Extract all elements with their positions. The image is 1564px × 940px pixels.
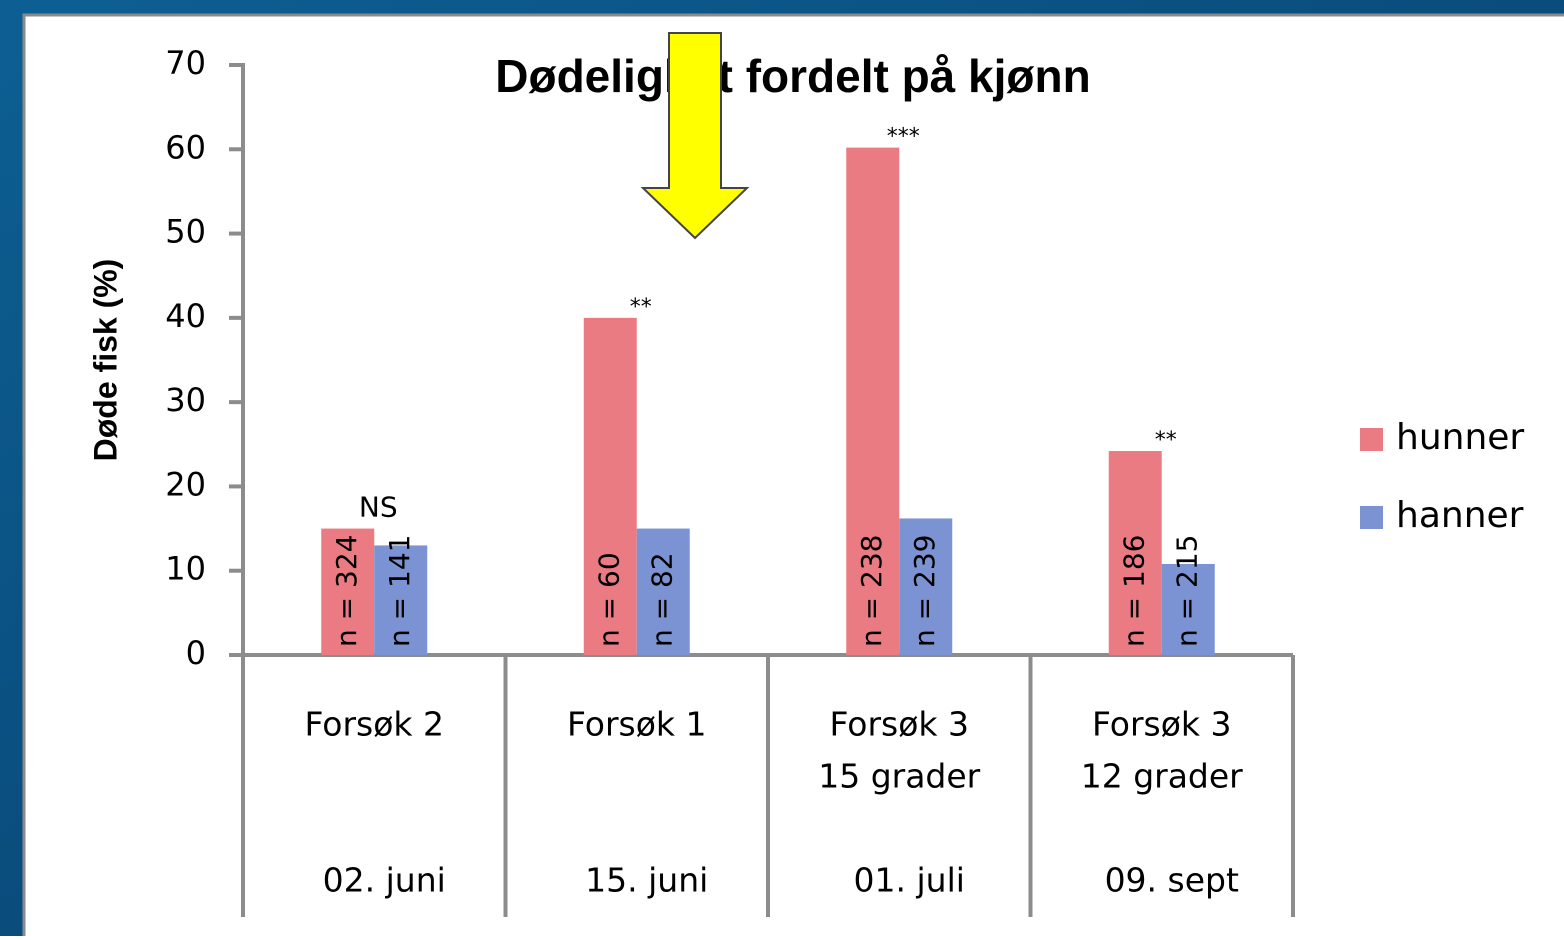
annotation: ** <box>630 295 652 320</box>
y-tick-label: 40 <box>165 297 206 335</box>
x-tick-label: Forsøk 3 <box>1092 705 1232 744</box>
bar <box>1108 451 1162 655</box>
n-label: n = 82 <box>645 552 678 647</box>
bar <box>846 147 900 655</box>
annotation: *** <box>887 125 920 150</box>
x-date-label: 15. juni <box>585 861 708 900</box>
y-tick-label: 60 <box>165 128 206 166</box>
chart-title: Dødelighet fordelt på kjønn <box>495 50 1090 102</box>
x-tick-label: 15 grader <box>818 757 980 796</box>
x-tick-label: 12 grader <box>1081 757 1243 796</box>
bar <box>583 317 637 655</box>
y-tick-label: 0 <box>186 634 206 672</box>
y-tick-label: 20 <box>165 465 206 503</box>
y-tick-label: 10 <box>165 550 206 588</box>
y-tick-label: 70 <box>165 44 206 82</box>
legend-label: hunner <box>1396 417 1524 458</box>
legend-label: hanner <box>1396 495 1524 536</box>
x-tick-label: Forsøk 3 <box>829 705 969 744</box>
bar <box>899 518 953 655</box>
n-label: n = 141 <box>383 535 416 647</box>
n-label: n = 238 <box>855 535 888 647</box>
n-label: n = 60 <box>592 552 625 647</box>
n-label: n = 215 <box>1170 535 1203 647</box>
x-date-label: 09. sept <box>1105 861 1239 900</box>
y-tick-label: 50 <box>165 213 206 251</box>
bar <box>321 528 375 655</box>
n-label: n = 324 <box>330 535 363 647</box>
annotation: ** <box>1155 428 1177 453</box>
panel <box>22 13 1564 940</box>
legend-swatch <box>1360 428 1383 451</box>
bar <box>374 545 428 655</box>
bar <box>1161 563 1215 655</box>
x-tick-label: Forsøk 1 <box>567 705 707 744</box>
y-axis-label: Døde fisk (%) <box>87 259 123 462</box>
n-label: n = 186 <box>1117 535 1150 647</box>
x-tick-label: Forsøk 2 <box>304 705 444 744</box>
arrow <box>640 32 750 240</box>
bar <box>636 528 690 655</box>
x-date-label: 01. juli <box>854 861 965 900</box>
legend-swatch <box>1360 506 1383 529</box>
annotation: NS <box>359 491 398 524</box>
x-date-label: 02. juni <box>323 861 446 900</box>
n-label: n = 239 <box>908 535 941 647</box>
y-tick-label: 30 <box>165 381 206 419</box>
